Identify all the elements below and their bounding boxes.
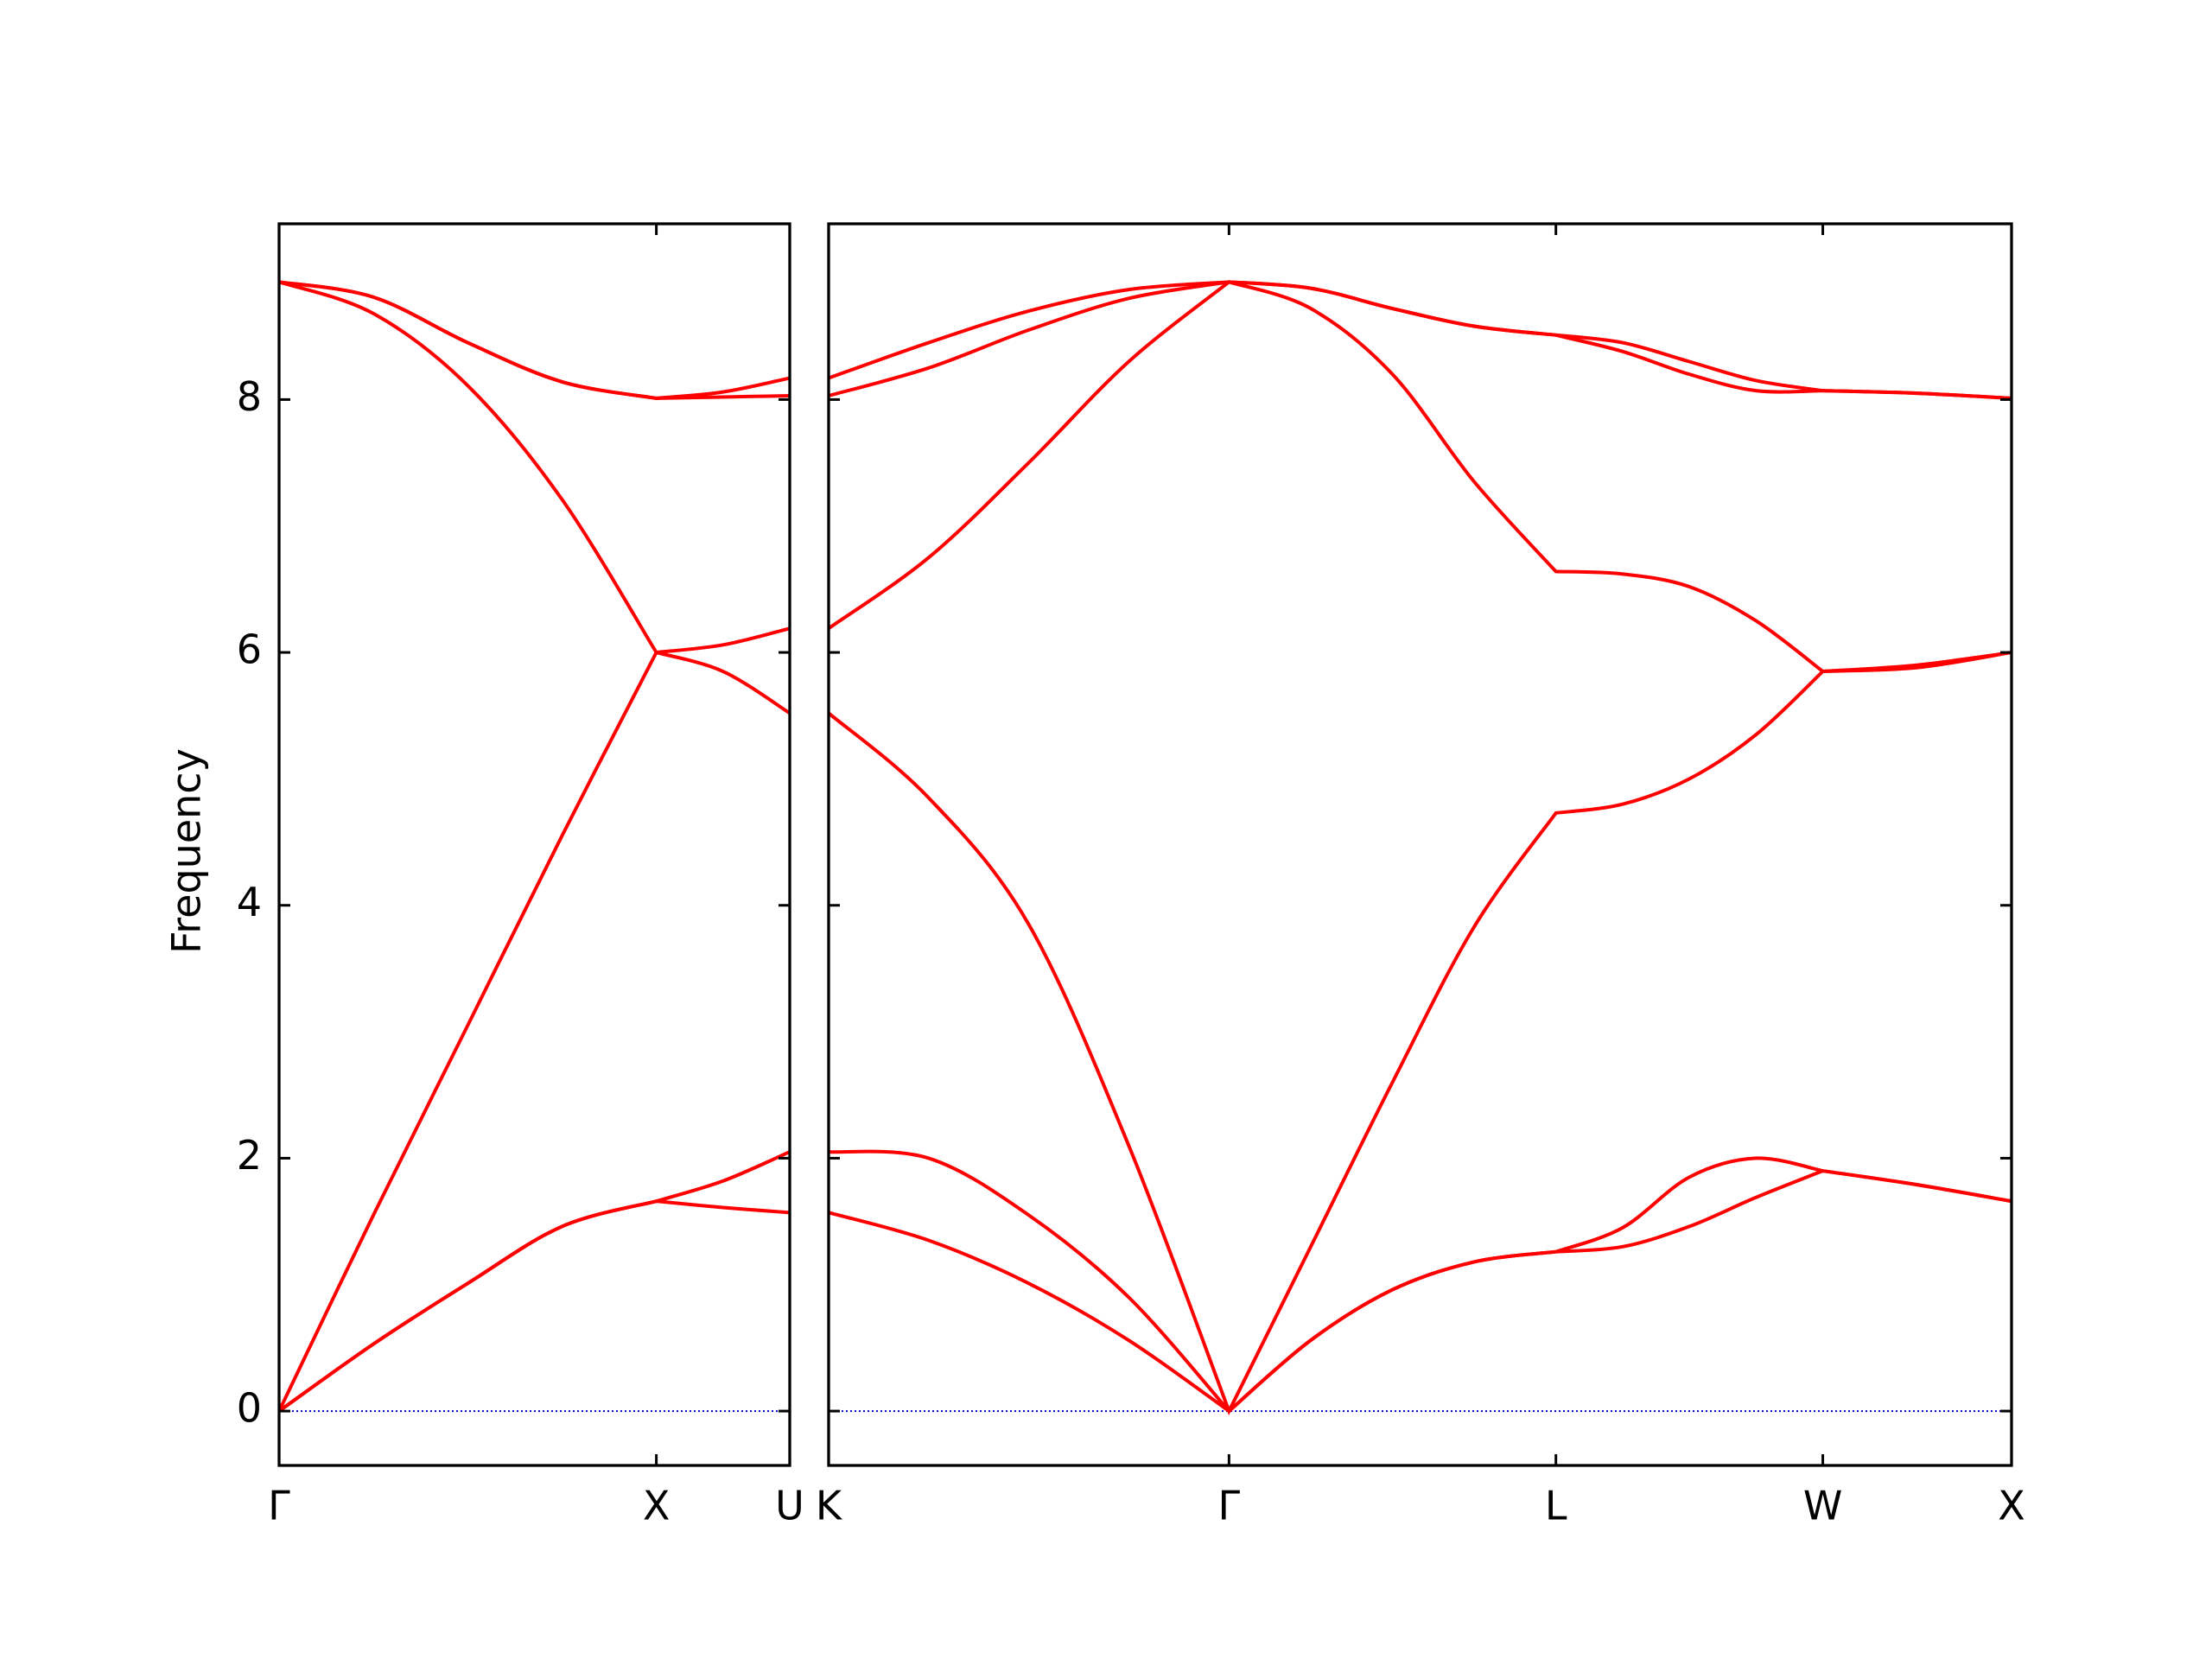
y-tick-label: 6 <box>237 626 262 673</box>
band-line <box>827 280 2012 674</box>
band-line <box>277 1150 791 1413</box>
x-tick-label: W <box>1803 1483 1842 1529</box>
x-tick-label: L <box>1545 1483 1567 1529</box>
x-tick-label: X <box>1998 1483 2025 1529</box>
band-line <box>278 280 791 400</box>
band-line <box>827 651 2012 1416</box>
x-tick-label: K <box>816 1483 843 1529</box>
plot-frame <box>277 222 791 1467</box>
y-tick-label: 4 <box>237 879 262 925</box>
y-tick-label: 0 <box>237 1385 262 1432</box>
band-line <box>278 280 791 400</box>
x-tick-label: Γ <box>1218 1483 1241 1529</box>
band-line <box>277 1199 791 1413</box>
x-tick-label: Γ <box>268 1483 290 1529</box>
y-tick-label: 2 <box>237 1132 262 1179</box>
band-line <box>828 1168 2012 1414</box>
band-line <box>828 1149 2012 1414</box>
band-line <box>828 280 2012 400</box>
y-axis-label: Frequency <box>163 748 210 954</box>
plot-frame <box>827 222 2013 1467</box>
band-line <box>278 280 791 655</box>
band-line <box>828 280 2012 400</box>
x-tick-label: X <box>643 1483 671 1529</box>
x-tick-label: U <box>775 1483 804 1529</box>
band-line <box>277 650 791 1412</box>
y-tick-label: 8 <box>237 373 262 420</box>
